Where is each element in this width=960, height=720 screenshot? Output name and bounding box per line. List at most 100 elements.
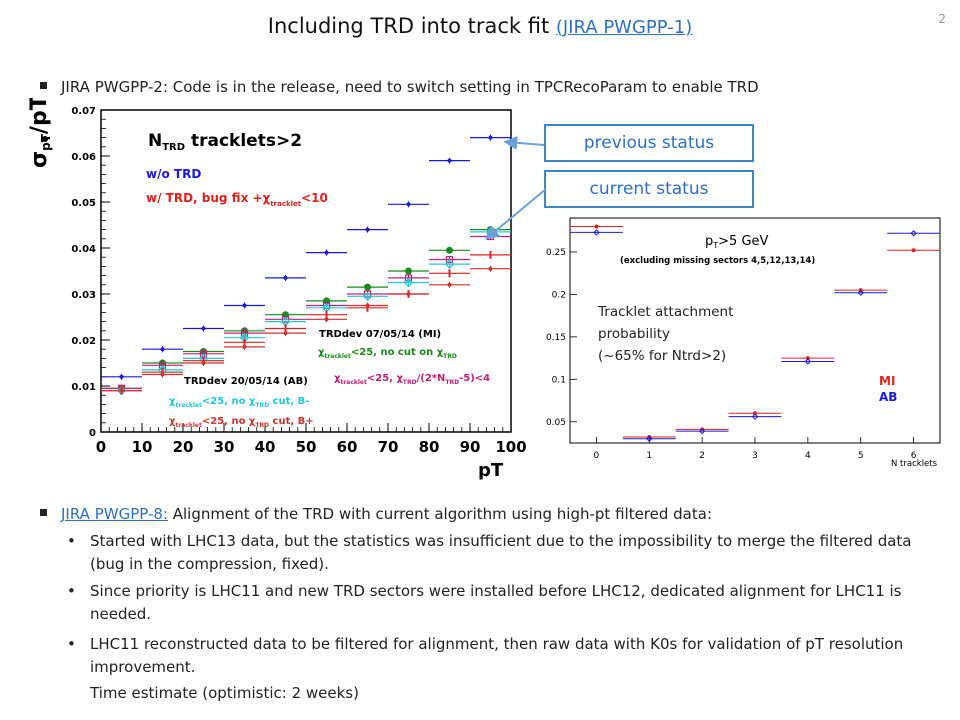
right-data-point bbox=[622, 435, 676, 442]
y-tick-label: 0.25 bbox=[546, 248, 566, 258]
legend-ab-2: χtracklet<25, no χTRD cut, B+ bbox=[169, 416, 314, 429]
title-jira-link[interactable]: (JIRA PWGPP-1) bbox=[555, 17, 693, 38]
left-plot-xlabel: pT bbox=[478, 460, 504, 481]
x-tick-label: 30 bbox=[214, 438, 235, 456]
annot-line3: (~65% for Ntrd>2) bbox=[598, 348, 726, 364]
y-tick-label: 0.07 bbox=[71, 106, 96, 117]
x-tick-label: 60 bbox=[337, 438, 358, 456]
left-data-point bbox=[306, 249, 347, 256]
ylabel-sub: pT bbox=[39, 133, 53, 151]
y-tick-label: 0.15 bbox=[546, 333, 566, 343]
x-tick-label: 40 bbox=[255, 438, 276, 456]
left-data-point bbox=[388, 291, 429, 297]
x-tick-label: 6 bbox=[911, 451, 917, 461]
right-data-point bbox=[887, 248, 940, 253]
left-data-point bbox=[347, 302, 388, 309]
y-tick-label: 0.03 bbox=[71, 290, 96, 301]
x-tick-label: 50 bbox=[296, 438, 317, 456]
y-tick-label: 0.1 bbox=[552, 375, 566, 385]
left-data-point bbox=[429, 157, 470, 164]
right-plot: 0 1 2 3 4 5 6 0.05 0.1 0.15 0.2 0.25 pT>5 GeV (excl… bbox=[546, 217, 941, 469]
left-data-point bbox=[265, 330, 306, 337]
left-data-point bbox=[142, 371, 183, 378]
left-plot-ticks: 0 10 20 30 40 50 60 70 80 90 100 0 0.01 0.02 0.03 0.04 0… bbox=[71, 106, 526, 456]
left-data-point bbox=[101, 373, 142, 380]
label-trddev-mi: TRDdev 07/05/14 (MI) bbox=[319, 329, 441, 340]
right-data-point bbox=[887, 230, 940, 237]
left-data-point bbox=[347, 291, 388, 302]
y-tick-label: 0.06 bbox=[71, 152, 96, 163]
right-data-point bbox=[675, 427, 729, 435]
left-data-point bbox=[388, 277, 429, 288]
x-tick-label: 10 bbox=[132, 438, 153, 456]
y-tick-label: 0.05 bbox=[71, 198, 96, 209]
left-data-point bbox=[388, 267, 429, 275]
left-data-point bbox=[306, 316, 347, 323]
ylabel-bullet-dot bbox=[42, 136, 48, 142]
bullet-square bbox=[40, 509, 47, 516]
y-tick-label: 0.05 bbox=[546, 418, 566, 428]
right-plot-markers bbox=[570, 224, 940, 442]
sub-bullet-dot: • bbox=[67, 635, 76, 653]
right-data-point bbox=[781, 358, 835, 365]
sub-item-2-text: Since priority is LHC11 and new TRD sect… bbox=[90, 582, 902, 623]
y-tick-label: 0.04 bbox=[71, 244, 96, 255]
sub-bullet-dot: • bbox=[67, 532, 76, 550]
x-tick-label: 0 bbox=[96, 438, 106, 456]
bullet-pwgpp8: JIRA PWGPP-8: Alignment of the TRD with … bbox=[40, 505, 712, 523]
label-trddev-ab: TRDdev 20/05/14 (AB) bbox=[184, 376, 308, 387]
legend-ab: AB bbox=[879, 390, 897, 404]
x-tick-label: 20 bbox=[173, 438, 194, 456]
left-data-point bbox=[429, 259, 470, 269]
left-data-point bbox=[265, 274, 306, 281]
left-data-point bbox=[429, 269, 470, 278]
x-tick-label: 5 bbox=[858, 451, 864, 461]
sub-item-1-text: Started with LHC13 data, but the statist… bbox=[90, 532, 912, 573]
x-tick-label: 100 bbox=[495, 438, 526, 456]
pwgpp8-text: Alignment of the TRD with current algori… bbox=[167, 505, 712, 523]
legend-mi: MI bbox=[879, 374, 895, 388]
right-data-point bbox=[781, 356, 835, 361]
bullet-pwgpp2: JIRA PWGPP-2: Code is in the release, ne… bbox=[40, 78, 759, 96]
left-data-point bbox=[224, 302, 265, 309]
ylabel-sigma: σ bbox=[28, 151, 52, 168]
x-tick-label: 3 bbox=[752, 451, 758, 461]
right-data-point bbox=[622, 435, 676, 440]
left-data-point bbox=[429, 281, 470, 288]
header-ntrd: NTRD tracklets>2 bbox=[148, 131, 302, 153]
ylabel-rest: /pT bbox=[28, 98, 52, 134]
label-w-trd: w/ TRD, bug fix +χtracklet<10 bbox=[146, 191, 328, 208]
right-data-point bbox=[570, 224, 623, 229]
right-data-point bbox=[834, 289, 888, 296]
left-data-point bbox=[101, 387, 142, 394]
x-tick-label: 70 bbox=[378, 438, 399, 456]
legend-ab-1: χtracklet<25, no χTRD cut, B- bbox=[169, 396, 309, 409]
bullet-pwgpp2-text: JIRA PWGPP-2: Code is in the release, ne… bbox=[61, 78, 759, 96]
right-data-point bbox=[728, 411, 782, 416]
left-plot-markers bbox=[101, 134, 511, 396]
label-excluding: (excluding missing sectors 4,5,12,13,14) bbox=[620, 256, 815, 266]
right-data-point bbox=[675, 427, 729, 432]
left-data-point bbox=[183, 360, 224, 366]
legend-mi-1: χtracklet<25, no cut on χTRD bbox=[318, 347, 457, 360]
y-tick-label: 0 bbox=[89, 428, 96, 439]
left-plot-ylabel: σpT/pT bbox=[28, 98, 53, 168]
previous-status-box: previous status bbox=[544, 124, 754, 162]
annot-line1: Tracklet attachment bbox=[597, 304, 733, 320]
left-data-point bbox=[183, 325, 224, 332]
right-data-point bbox=[728, 413, 782, 420]
sub-item-3-text: LHC11 reconstructed data to be filtered … bbox=[90, 635, 904, 676]
right-plot-ticks: 0 1 2 3 4 5 6 0.05 0.1 0.15 0.2 0.25 bbox=[546, 248, 917, 461]
label-wo-trd: w/o TRD bbox=[146, 167, 201, 181]
slide-title: Including TRD into track fit (JIRA PWGPP… bbox=[0, 14, 960, 38]
left-data-point bbox=[429, 246, 470, 254]
x-tick-label: 1 bbox=[646, 451, 652, 461]
legend-mi-2: χtracklet<25, χTRD/(2*NTRD-5)<4 bbox=[334, 373, 490, 386]
annot-line2: probability bbox=[598, 326, 670, 342]
x-tick-label: 80 bbox=[419, 438, 440, 456]
pwgpp8-link[interactable]: JIRA PWGPP-8: bbox=[61, 505, 168, 523]
y-tick-label: 0.02 bbox=[71, 336, 96, 347]
left-data-point bbox=[347, 283, 388, 291]
left-data-point bbox=[470, 134, 511, 141]
x-tick-label: 2 bbox=[699, 451, 705, 461]
